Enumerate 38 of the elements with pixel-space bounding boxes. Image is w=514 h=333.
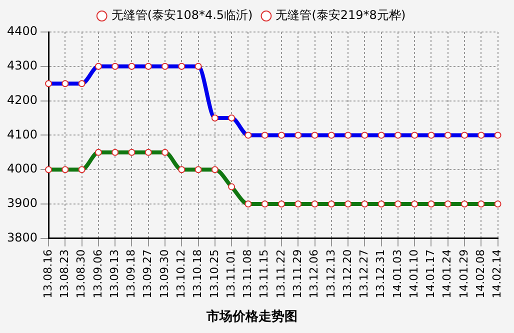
x-tick-label: 14.01.24 [440,249,454,298]
y-tick-label: 4000 [6,162,38,176]
x-tick-label: 13.11.29 [290,249,304,298]
x-tick-label: 13.11.01 [224,249,238,298]
x-tick-label: 13.12.31 [374,249,388,298]
legend-label: 无缝管(泰安219*8元桦) [276,8,406,22]
x-tick-label: 14.01.03 [390,249,404,298]
x-tick-label: 13.10.12 [174,249,188,298]
x-tick-label: 13.12.20 [340,249,354,298]
y-tick-label: 4100 [6,127,38,142]
x-tick-label: 13.10.18 [191,249,204,298]
x-tick-label: 13.10.25 [208,249,221,298]
x-tick-label: 13.09.18 [124,249,138,298]
x-tick-label: 14.01.17 [424,249,438,298]
x-tick-label: 13.12.27 [358,249,371,298]
x-tick-label: 13.12.13 [324,249,338,298]
x-tick-label: 13.11.22 [274,249,288,298]
text: 市场价格走势图 [206,308,298,325]
x-tick-label: 14.01.10 [407,249,420,298]
x-tick-label: 13.09.06 [91,249,104,298]
x-tick-label: 13.08.30 [74,249,88,298]
x-tick-label: 14.02.08 [474,249,488,298]
y-tick-label: 4400 [6,24,38,38]
x-tick-label: 13.11.15 [258,249,271,298]
x-tick-label: 13.09.30 [158,249,171,298]
x-tick-label: 13.09.13 [108,249,121,298]
x-tick-label: 13.09.27 [141,249,154,298]
legend-label: 无缝管(泰安108*4.5临沂) [111,8,253,22]
y-tick-label: 3800 [6,230,38,245]
y-tick-label: 4200 [6,92,38,107]
x-tick-label: 14.02.14 [490,249,504,298]
x-tick-label: 14.01.29 [457,249,470,298]
x-tick-label: 13.12.06 [308,249,321,298]
y-tick-label: 4300 [6,58,38,73]
y-tick-label: 3900 [6,196,38,210]
x-tick-label: 13.08.16 [41,249,54,298]
x-tick-label: 13.11.08 [241,249,254,298]
x-tick-label: 13.08.23 [58,249,72,298]
